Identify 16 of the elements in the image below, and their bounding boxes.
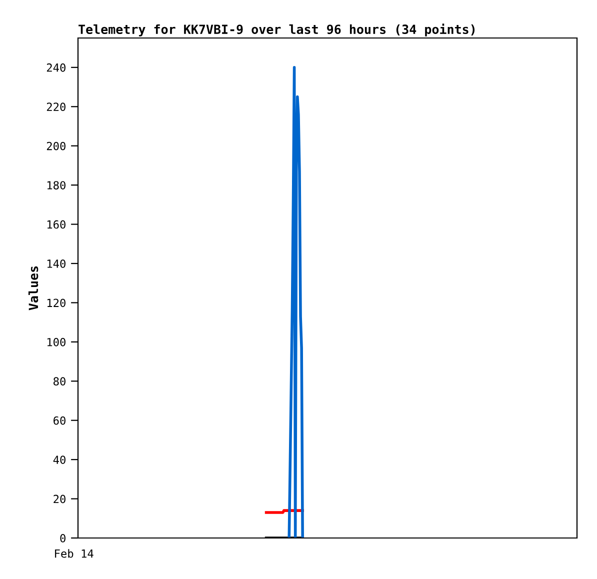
y-tick-label: 40	[53, 456, 66, 464]
y-tick-label: 240	[46, 63, 66, 72]
y-tick-label: 200	[46, 142, 66, 150]
y-tick-label: 60	[54, 416, 66, 425]
y-tick-label: 100	[47, 338, 66, 346]
text: Feb 14	[55, 549, 94, 558]
chart-title: Telemetry for KK7VBI-9 over last 96 hours (34 points)	[78, 24, 475, 36]
y-tick-label: 120	[47, 298, 66, 308]
y-tick-label: 0	[60, 534, 66, 542]
y-tick-label: 80	[54, 377, 66, 386]
y-axis-title: Values	[28, 266, 38, 310]
y-tick-label: 140	[47, 259, 66, 268]
y-tick-label: 180	[47, 181, 66, 190]
y-tick-label: 160	[47, 220, 66, 229]
y-tick-label: 20	[54, 494, 66, 504]
y-tick-label: 220	[46, 102, 66, 112]
